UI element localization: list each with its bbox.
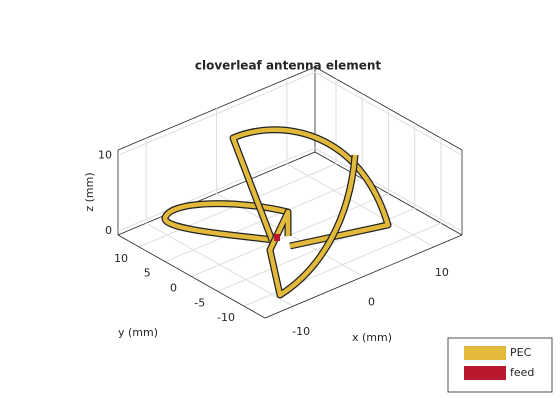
petal [230,127,391,249]
x-axis-label: x (mm) [352,331,392,344]
y-tick-label: 5 [144,267,151,280]
legend-swatch [464,346,506,360]
z-tick-label: 0 [105,224,112,237]
legend-swatch [464,366,506,380]
grid-line [191,108,389,277]
antenna [161,126,392,299]
x-tick-label: 10 [435,266,449,279]
grid-line [243,138,442,307]
legend-label: PEC [510,346,532,359]
grid-line [216,108,364,277]
x-tick-label: -10 [292,325,310,338]
grid-line [145,138,294,307]
legend: PEC feed [447,337,553,393]
y-tick-label: 0 [170,282,177,295]
grid-line [217,123,416,292]
z-tick-label: 10 [98,148,112,161]
feed [274,234,280,241]
y-tick-label: 10 [114,252,128,265]
chart-title: cloverleaf antenna element [195,59,382,73]
petal [162,201,289,243]
y-axis-label: y (mm) [118,326,158,339]
y-tick-label: -5 [194,296,205,309]
x-tick-label: 0 [368,296,375,309]
grid-line [138,78,337,248]
petal [267,154,358,298]
grid-line [117,71,463,156]
y-tick-label: -10 [217,311,235,324]
z-axis-label: z (mm) [83,172,96,211]
legend-label: feed [510,366,534,379]
axis-line [117,234,463,319]
